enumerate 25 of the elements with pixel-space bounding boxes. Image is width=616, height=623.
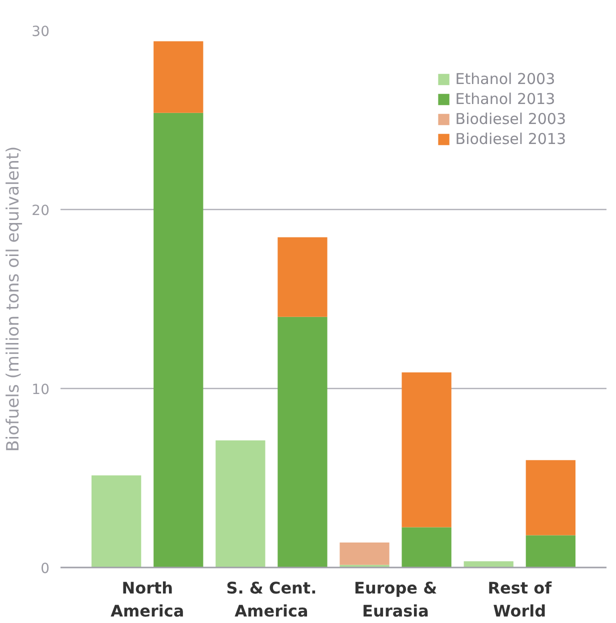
bar	[216, 440, 266, 568]
bar	[278, 237, 328, 317]
x-tick-label: North America	[110, 578, 184, 620]
legend-label: Ethanol 2013	[455, 90, 556, 108]
bar	[526, 535, 576, 568]
y-tick-label: 10	[32, 382, 50, 398]
bar	[402, 372, 452, 528]
y-tick-label: 30	[32, 24, 50, 40]
bar	[154, 112, 204, 568]
bar	[278, 316, 328, 568]
y-tick-label: 0	[40, 561, 50, 577]
y-tick-label: 20	[32, 203, 50, 219]
bar	[340, 542, 390, 565]
x-tick-label: Europe & Eurasia	[354, 578, 438, 620]
bar	[154, 41, 204, 113]
bar	[92, 475, 142, 568]
bar	[464, 561, 514, 568]
legend-label: Biodiesel 2003	[455, 110, 566, 128]
legend-label: Biodiesel 2013	[455, 130, 566, 148]
y-axis-title: Biofuels (million tons oil equivalent)	[4, 146, 24, 452]
x-tick-label: Rest of World	[488, 578, 553, 620]
x-tick-label: S. & Cent. America	[226, 578, 317, 620]
legend-label: Ethanol 2003	[455, 70, 556, 88]
bar	[402, 527, 452, 568]
bar	[526, 460, 576, 536]
